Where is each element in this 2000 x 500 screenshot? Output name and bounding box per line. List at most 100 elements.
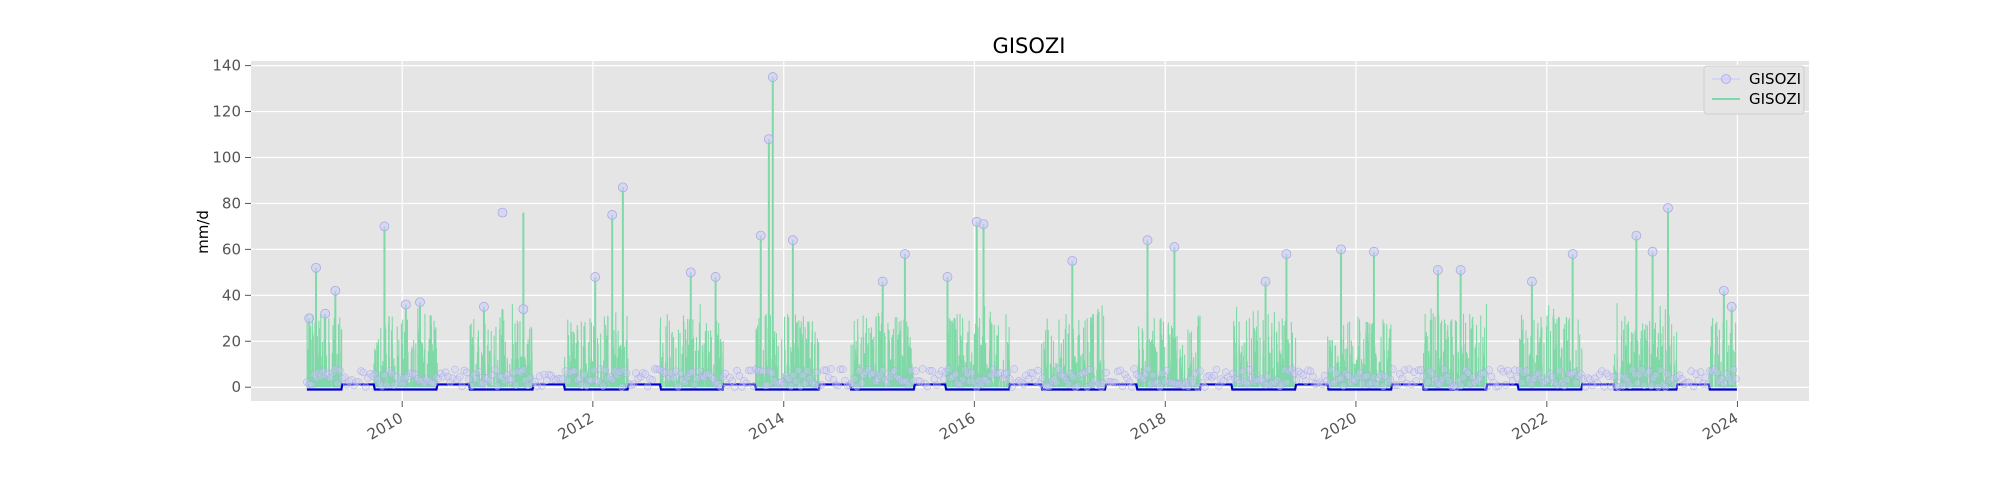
y-tick-label: 80 — [222, 194, 241, 212]
data-point — [455, 373, 464, 381]
data-point — [1106, 378, 1115, 386]
data-point — [571, 367, 579, 375]
data-point — [1034, 366, 1042, 375]
data-point — [497, 207, 508, 218]
data-point — [458, 382, 466, 391]
data-point — [667, 369, 675, 377]
data-point — [1609, 372, 1618, 381]
data-point — [371, 369, 379, 378]
data-point — [1562, 376, 1571, 384]
data-point — [871, 378, 880, 386]
data-point — [1689, 382, 1698, 391]
data-point — [390, 381, 398, 389]
data-point — [1560, 381, 1569, 390]
legend-label-markers: GISOZI — [1749, 70, 1801, 88]
data-point — [685, 267, 696, 278]
data-point — [594, 377, 603, 386]
data-point — [1062, 376, 1070, 385]
data-point — [1682, 378, 1691, 387]
data-point — [1356, 368, 1364, 377]
data-point — [477, 379, 485, 388]
data-point — [1393, 381, 1402, 389]
data-point — [1137, 372, 1145, 381]
data-point — [304, 313, 315, 324]
data-point — [1522, 367, 1531, 375]
data-point — [1165, 378, 1174, 386]
data-point — [787, 235, 798, 246]
data-point — [1069, 373, 1077, 381]
data-point — [735, 372, 744, 380]
data-point — [580, 370, 588, 379]
data-point — [1313, 379, 1322, 388]
data-point — [1149, 371, 1157, 379]
wet-season-rainfall — [1422, 303, 1488, 388]
data-point — [1720, 379, 1728, 388]
data-point — [676, 369, 685, 378]
data-point — [1302, 377, 1310, 385]
data-point — [1064, 380, 1073, 388]
data-point — [1247, 373, 1256, 382]
data-point — [1245, 365, 1254, 374]
data-point — [1222, 368, 1230, 376]
data-point — [777, 378, 786, 386]
data-point — [1508, 377, 1517, 385]
data-point — [1438, 375, 1446, 383]
data-point — [1238, 367, 1247, 376]
data-point — [1052, 378, 1061, 387]
data-point — [1494, 382, 1503, 390]
data-point — [1292, 376, 1301, 385]
data-point — [1443, 373, 1451, 381]
data-point — [648, 376, 657, 384]
data-point — [1215, 382, 1223, 390]
data-point — [491, 366, 499, 374]
data-point — [862, 368, 871, 376]
data-point — [333, 379, 342, 388]
data-point — [1647, 246, 1658, 257]
data-point — [836, 365, 845, 374]
data-point — [1259, 376, 1268, 385]
data-point — [834, 381, 842, 390]
data-point — [1513, 374, 1522, 383]
data-point — [1377, 371, 1385, 379]
data-point — [441, 368, 450, 377]
data-point — [877, 276, 888, 287]
line-series — [308, 77, 1733, 388]
data-point — [1231, 374, 1240, 383]
data-point — [1457, 381, 1465, 390]
data-point — [989, 365, 997, 374]
data-point — [1412, 377, 1420, 385]
data-point — [755, 230, 766, 241]
data-point — [1433, 265, 1443, 275]
data-point — [1370, 373, 1378, 382]
data-point — [1299, 371, 1308, 380]
data-point — [1593, 379, 1601, 387]
data-point — [467, 382, 476, 390]
data-point — [1240, 377, 1249, 386]
data-point — [1208, 373, 1216, 382]
data-point — [817, 381, 826, 389]
data-point — [1661, 383, 1670, 391]
data-point — [1574, 372, 1583, 380]
data-point — [925, 366, 934, 375]
data-point — [599, 382, 607, 390]
data-point — [1250, 378, 1258, 386]
data-point — [1113, 367, 1122, 376]
data-point — [1372, 380, 1381, 388]
data-point — [740, 377, 748, 385]
data-point — [1233, 376, 1242, 384]
y-axis: 0 20 40 60 80 100 120 140 — [212, 57, 251, 396]
data-point — [1278, 380, 1287, 388]
data-point — [961, 365, 969, 374]
data-point — [1501, 381, 1510, 389]
data-point — [857, 379, 866, 387]
data-point — [984, 379, 993, 387]
data-point — [507, 375, 516, 384]
data-point — [940, 375, 948, 384]
data-point — [415, 297, 425, 308]
data-point — [1616, 372, 1625, 381]
data-point — [479, 301, 489, 312]
data-point — [674, 382, 682, 391]
data-point — [1038, 374, 1047, 382]
data-point — [1671, 380, 1679, 389]
data-point — [1687, 367, 1695, 375]
